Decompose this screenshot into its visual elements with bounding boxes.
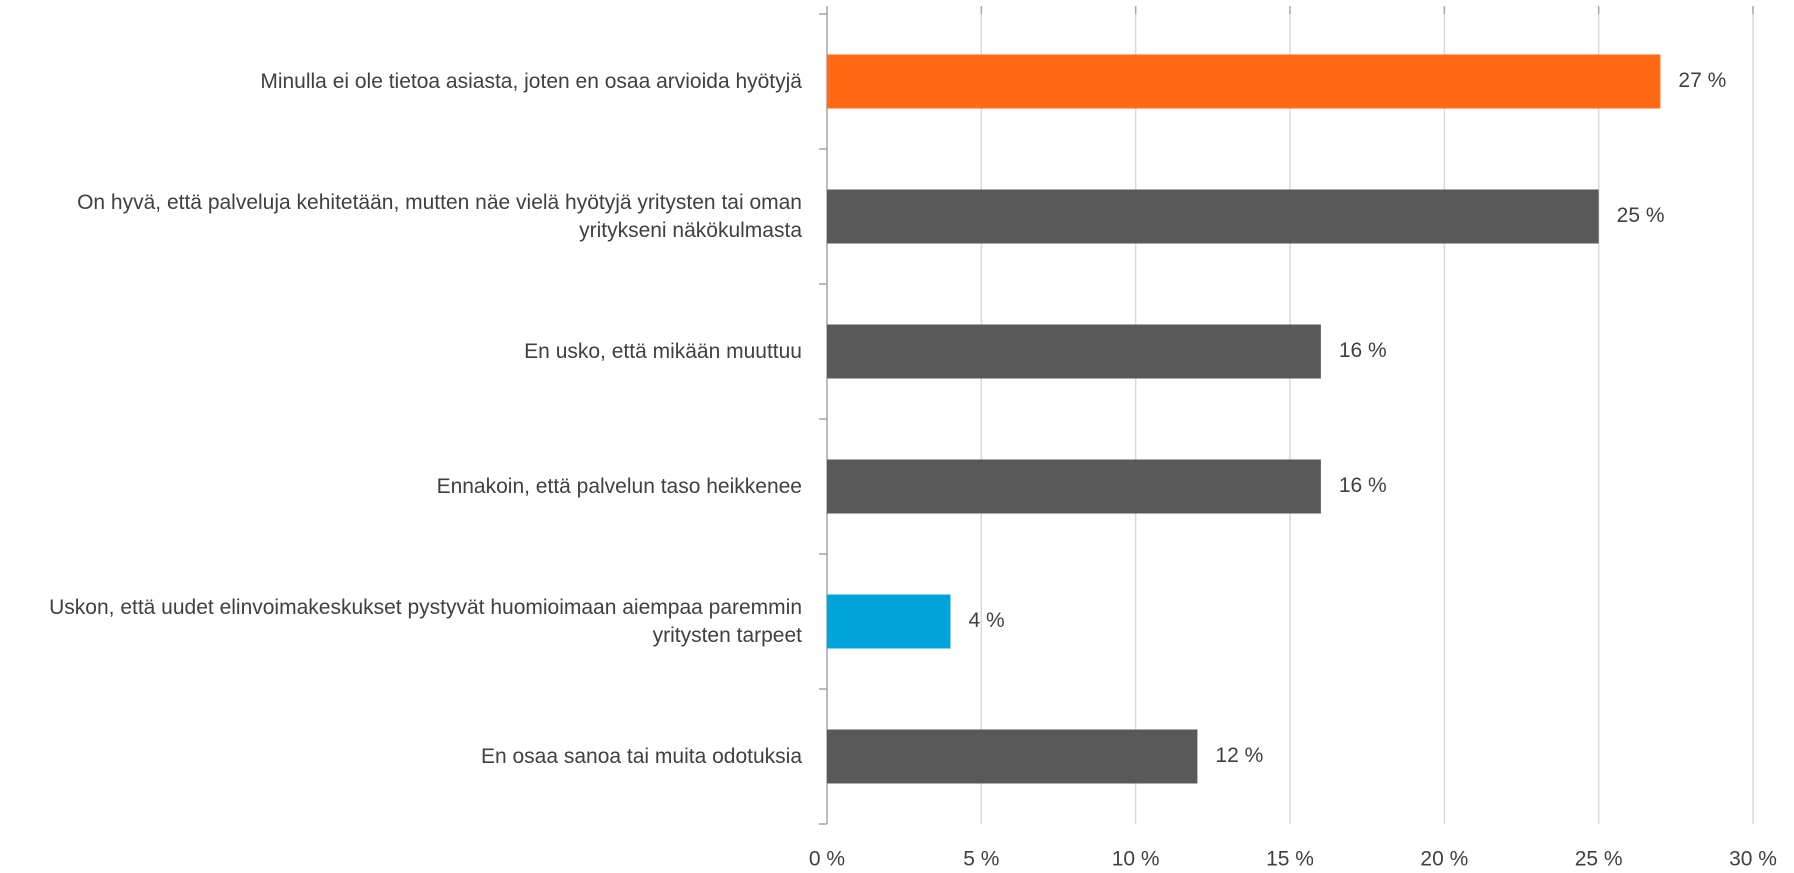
value-label: 27 % <box>1678 69 1726 92</box>
bar <box>827 54 1661 109</box>
bar <box>827 459 1321 514</box>
bar <box>827 189 1599 244</box>
x-tick-label: 25 % <box>1575 848 1623 871</box>
x-tick-label: 5 % <box>963 848 999 871</box>
value-label: 12 % <box>1215 744 1263 767</box>
x-tick-label: 30 % <box>1729 848 1777 871</box>
x-tick-label: 20 % <box>1420 848 1468 871</box>
x-tick-label: 15 % <box>1266 848 1314 871</box>
category-label: Ennakoin, että palvelun taso heikkenee <box>436 474 802 498</box>
category-label: Minulla ei ole tietoa asiasta, joten en … <box>260 69 802 93</box>
category-label: En usko, että mikään muuttuu <box>524 339 802 363</box>
x-tick-label: 10 % <box>1112 848 1160 871</box>
category-label: Uskon, että uudet elinvoimakeskukset pys… <box>49 595 802 647</box>
bar <box>827 324 1321 379</box>
category-label: En osaa sanoa tai muita odotuksia <box>480 744 802 768</box>
x-tick-label: 0 % <box>809 848 845 871</box>
value-label: 25 % <box>1617 204 1665 227</box>
bar <box>827 729 1198 784</box>
bar <box>827 594 951 649</box>
value-label: 16 % <box>1339 339 1387 362</box>
category-label: On hyvä, että palveluja kehitetään, mutt… <box>77 190 802 242</box>
value-label: 4 % <box>968 609 1004 632</box>
value-label: 16 % <box>1339 474 1387 497</box>
